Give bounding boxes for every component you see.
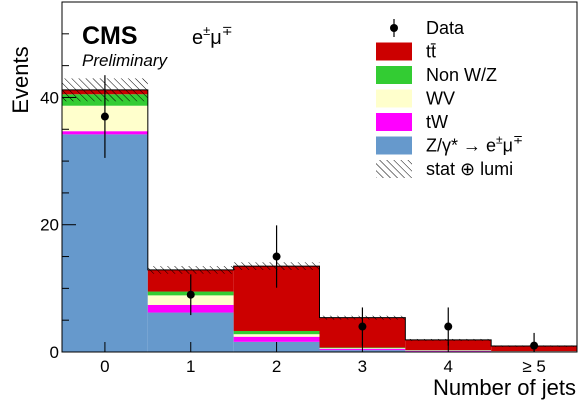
data-points xyxy=(100,75,539,352)
data-point-bin-0 xyxy=(100,112,109,121)
data-point-bin-3 xyxy=(358,322,367,331)
channel-sup: ± xyxy=(203,23,210,38)
channel-base: e xyxy=(192,27,203,49)
uncertainty-band-bin-1 xyxy=(147,266,234,274)
legend-label-2: Non W/Z xyxy=(426,65,497,85)
x-tick-label-2: 2 xyxy=(272,357,281,376)
total-outline xyxy=(62,89,577,352)
x-tick-label-4: 4 xyxy=(444,357,453,376)
channel-sup2: ∓ xyxy=(222,23,233,38)
x-tick-label-5: ≥ 5 xyxy=(522,357,546,376)
legend-swatch-2 xyxy=(376,66,412,84)
data-point-bin-1 xyxy=(186,290,195,299)
status-label: Preliminary xyxy=(82,51,169,70)
channel-label: e±μ∓ xyxy=(192,23,233,49)
legend-label-1: tt̄ xyxy=(426,42,436,62)
y-tick-label-0: 0 xyxy=(50,343,59,362)
legend-swatch-4 xyxy=(376,113,412,131)
y-tick-label-2: 40 xyxy=(40,88,59,107)
bar-series-3-bin-2 xyxy=(233,331,320,335)
data-point-bin-4 xyxy=(444,322,453,331)
x-tick-label-0: 0 xyxy=(100,357,109,376)
x-tick-label-1: 1 xyxy=(186,357,195,376)
legend-label-4: tW xyxy=(426,112,448,132)
axes: 0 20 40 0 1 2 3 4 ≥ 5 xyxy=(40,33,546,376)
legend-label-3: WV xyxy=(426,89,455,109)
x-tick-label-3: 3 xyxy=(358,357,367,376)
bar-series-0-bin-0 xyxy=(62,134,148,352)
legend-swatch-1 xyxy=(376,42,412,61)
legend-swatch-hatch xyxy=(376,160,412,178)
legend-label-0: Data xyxy=(426,18,465,38)
y-axis-label: Events xyxy=(8,46,33,113)
legend-label-6: stat ⊕ lumi xyxy=(426,159,513,179)
legend: Data tt̄ Non W/Z WV tWZ/γ* → e±μ∓ stat ⊕ lumi xyxy=(376,18,523,179)
y-tick-label-1: 20 xyxy=(40,216,59,235)
channel-mid: μ xyxy=(210,27,222,49)
bar-series-2-bin-2 xyxy=(233,334,320,337)
legend-data-marker xyxy=(390,24,398,32)
plot-frame xyxy=(61,1,578,353)
legend-swatch-5 xyxy=(376,136,412,155)
data-point-bin-2 xyxy=(272,252,281,261)
legend-label-5: Z/γ* → e±μ∓ xyxy=(426,133,523,156)
x-axis-label: Number of jets xyxy=(433,375,576,400)
bar-series-1-bin-2 xyxy=(233,336,320,342)
experiment-label: CMS xyxy=(82,22,138,50)
legend-swatch-3 xyxy=(376,89,412,108)
